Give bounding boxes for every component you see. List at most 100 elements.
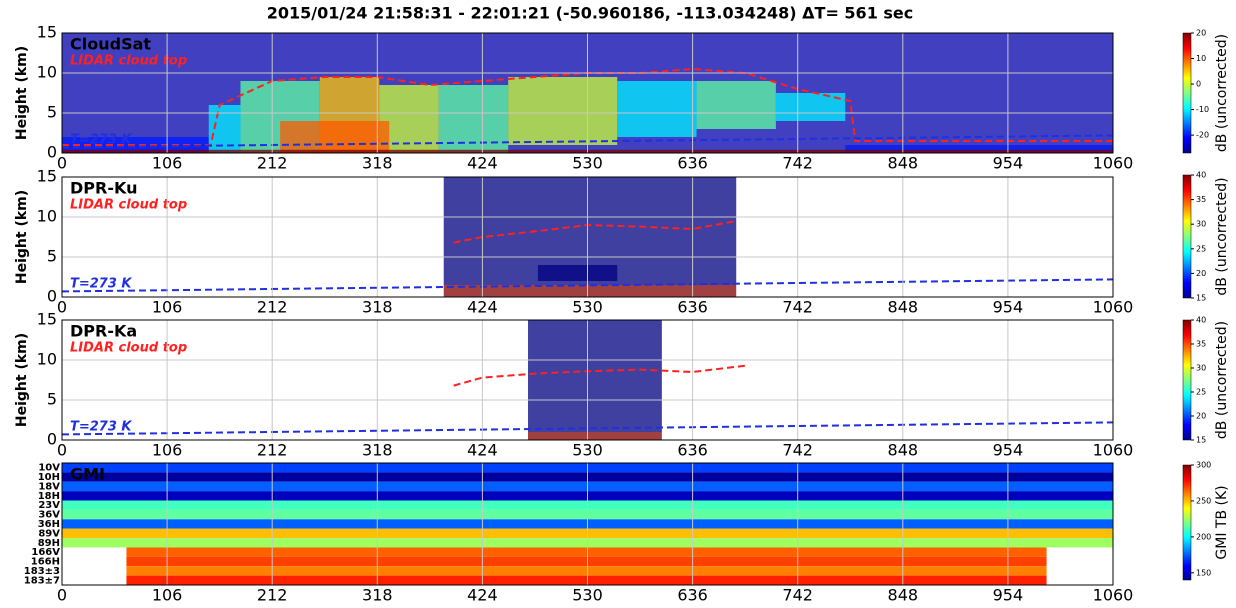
x-tick-label: 1060 [1093, 154, 1134, 173]
echo-cell [775, 93, 846, 121]
echo-cell [845, 145, 1113, 153]
channel-row [126, 556, 1047, 567]
y-axis-title: Height (km) [14, 190, 30, 284]
series-line [62, 134, 1113, 149]
x-tick-label: 530 [572, 298, 603, 317]
plot [62, 320, 1113, 440]
x-tick-label: 636 [677, 441, 708, 460]
panel-label: GMI [70, 465, 105, 484]
x-tick-label: 318 [362, 298, 393, 317]
colorbar-label: dB (uncorrected) [1214, 177, 1230, 295]
series-label: LIDAR cloud top [70, 198, 187, 213]
x-tick-label: 212 [257, 154, 288, 173]
colorbar-tick-label: 30 [1196, 220, 1206, 229]
colorbar-tick-label: 300 [1196, 461, 1211, 470]
y-axis-title: Height (km) [14, 333, 30, 427]
panel-label: DPR-Ku [70, 179, 137, 198]
series-label: T=273 K [70, 277, 132, 292]
x-tick-label: 106 [152, 154, 183, 173]
x-tick-label: 530 [572, 154, 603, 173]
echo-cell [208, 105, 241, 153]
x-tick-label: 636 [677, 154, 708, 173]
x-tick-label: 954 [993, 441, 1024, 460]
echo-cell [617, 81, 697, 137]
colorbar-label: GMI TB (K) [1214, 485, 1230, 559]
colorbar-tick-label: 250 [1196, 496, 1211, 505]
colorbar-tick-label: 0 [1196, 80, 1201, 89]
echo-cell [280, 121, 390, 153]
echo-cell [443, 285, 737, 297]
colorbar-label: dB (uncorrected) [1214, 321, 1230, 439]
x-tick-label: 530 [572, 586, 603, 605]
series-label: T=273 K [70, 420, 132, 435]
channel-label: 89H [38, 538, 60, 549]
colorbar-tick-label: 40 [1196, 316, 1206, 325]
colorbar-tick-label: 20 [1196, 29, 1206, 38]
colorbar-tick-label: 35 [1196, 195, 1206, 204]
colorbar-tick-label: 25 [1196, 244, 1206, 253]
x-tick-label: 954 [993, 298, 1024, 317]
channel-label: 89V [38, 528, 60, 539]
channel-row [126, 575, 1047, 585]
y-tick-label: 5 [47, 103, 57, 122]
x-tick-label: 954 [993, 154, 1024, 173]
colorbar-tick-label: 25 [1196, 388, 1206, 397]
x-tick-label: 742 [782, 441, 813, 460]
x-tick-label: 0 [57, 154, 67, 173]
channel-label: 10H [38, 472, 60, 483]
x-tick-label: 318 [362, 586, 393, 605]
plot [62, 177, 1113, 297]
series-label: T=273 K [70, 133, 132, 148]
channel-label: 36V [38, 510, 60, 521]
series-line [62, 278, 1113, 293]
x-tick-label: 106 [152, 586, 183, 605]
panel-label: DPR-Ka [70, 322, 137, 341]
y-tick-label: 10 [37, 350, 57, 369]
channel-label: 18H [38, 491, 60, 502]
colorbar-tick-label: 10 [1196, 54, 1206, 63]
y-tick-label: 0 [47, 287, 57, 306]
x-tick-label: 212 [257, 441, 288, 460]
channel-row [126, 566, 1047, 576]
channel-label: 183±7 [24, 575, 60, 586]
x-tick-label: 1060 [1093, 298, 1134, 317]
channel-label: 18V [38, 481, 60, 492]
x-tick-label: 0 [57, 586, 67, 605]
y-tick-label: 5 [47, 247, 57, 266]
echo-cell [528, 320, 662, 432]
colorbar-tick-label: -20 [1196, 131, 1209, 140]
channel-label: 166V [31, 547, 60, 558]
x-tick-label: 742 [782, 298, 813, 317]
y-tick-label: 15 [37, 310, 57, 329]
y-axis-title: Height (km) [14, 46, 30, 140]
x-tick-label: 530 [572, 441, 603, 460]
x-tick-label: 636 [677, 586, 708, 605]
x-tick-label: 318 [362, 441, 393, 460]
x-tick-label: 424 [467, 586, 498, 605]
series-label: LIDAR cloud top [70, 54, 187, 69]
x-tick-label: 848 [888, 154, 919, 173]
channel-label: 36H [38, 519, 60, 530]
y-tick-label: 10 [37, 207, 57, 226]
x-tick-label: 954 [993, 586, 1024, 605]
x-tick-label: 318 [362, 154, 393, 173]
plot-frame [61, 462, 1114, 586]
channel-row [126, 547, 1047, 557]
x-tick-label: 1060 [1093, 441, 1134, 460]
panel-label: CloudSat [70, 35, 151, 54]
colorbar [1182, 464, 1192, 581]
x-tick-label: 848 [888, 298, 919, 317]
x-tick-label: 1060 [1093, 586, 1134, 605]
x-tick-label: 742 [782, 154, 813, 173]
y-tick-label: 5 [47, 390, 57, 409]
colorbar-tick-label: 30 [1196, 364, 1206, 373]
plot-frame [61, 176, 1114, 298]
x-tick-label: 106 [152, 441, 183, 460]
echo-cell [62, 137, 209, 153]
y-tick-label: 0 [47, 143, 57, 162]
x-tick-label: 848 [888, 441, 919, 460]
x-tick-label: 636 [677, 298, 708, 317]
y-tick-label: 15 [37, 167, 57, 186]
figure-title: 2015/01/24 21:58:31 - 22:01:21 (-50.9601… [267, 4, 914, 23]
